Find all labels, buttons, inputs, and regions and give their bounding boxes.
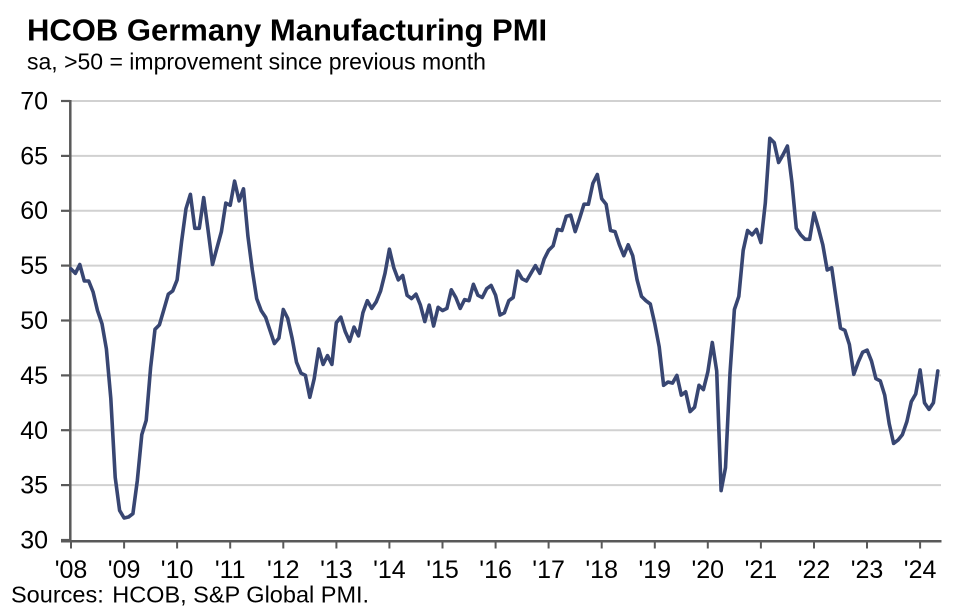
svg-text:HCOB Germany Manufacturing PMI: HCOB Germany Manufacturing PMI bbox=[27, 13, 547, 48]
svg-text:40: 40 bbox=[20, 417, 48, 445]
svg-text:'20: '20 bbox=[692, 556, 725, 584]
svg-text:'18: '18 bbox=[585, 556, 618, 584]
svg-text:'08: '08 bbox=[55, 556, 88, 584]
svg-text:65: 65 bbox=[20, 142, 48, 170]
svg-text:sa, >50 = improvement since pr: sa, >50 = improvement since previous mon… bbox=[27, 49, 486, 75]
svg-text:35: 35 bbox=[20, 472, 48, 500]
svg-text:'23: '23 bbox=[851, 556, 884, 584]
svg-text:'16: '16 bbox=[479, 556, 512, 584]
svg-text:60: 60 bbox=[20, 197, 48, 225]
svg-text:'11: '11 bbox=[215, 556, 246, 584]
svg-text:50: 50 bbox=[20, 307, 48, 335]
svg-text:30: 30 bbox=[20, 527, 48, 555]
svg-text:'15: '15 bbox=[426, 556, 459, 584]
svg-text:'17: '17 bbox=[532, 556, 565, 584]
svg-text:'12: '12 bbox=[267, 556, 300, 584]
svg-text:'10: '10 bbox=[161, 556, 194, 584]
svg-text:'14: '14 bbox=[373, 556, 406, 584]
svg-text:70: 70 bbox=[20, 88, 48, 116]
svg-text:'24: '24 bbox=[904, 556, 937, 584]
svg-text:'22: '22 bbox=[798, 556, 831, 584]
svg-text:'13: '13 bbox=[320, 556, 353, 584]
svg-text:'09: '09 bbox=[108, 556, 141, 584]
svg-text:'21: '21 bbox=[745, 556, 778, 584]
svg-text:Sources: HCOB, S&P Global PMI: Sources: HCOB, S&P Global PMI. bbox=[11, 582, 369, 608]
svg-text:55: 55 bbox=[20, 252, 48, 280]
svg-text:45: 45 bbox=[20, 362, 48, 390]
svg-text:'19: '19 bbox=[639, 556, 672, 584]
